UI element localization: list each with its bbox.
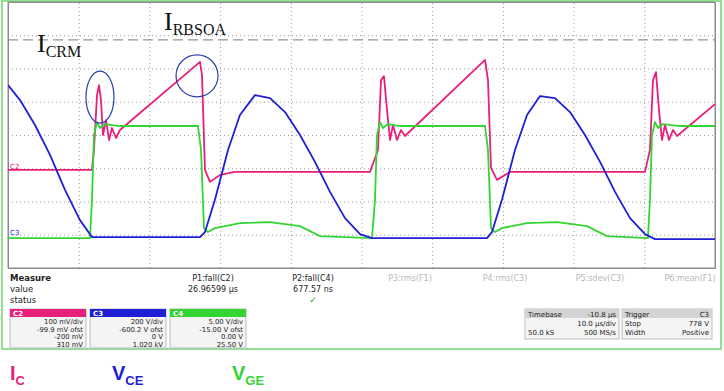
channel-frame xyxy=(90,309,166,348)
param-name: P2:fall(C4) xyxy=(292,274,334,283)
trace-name: VGE xyxy=(232,362,264,388)
y-axis xyxy=(8,3,715,269)
annotation: ICRM xyxy=(37,29,81,60)
param-value: 677.57 ns xyxy=(293,285,333,294)
y-tick xyxy=(8,202,715,203)
x-grid-line xyxy=(574,2,575,268)
box-frame xyxy=(525,309,619,339)
box-setting: 778 V xyxy=(689,320,710,328)
oscilloscope-screen: C2C3ICRMIRBSOAMeasurevaluestatusP1:fall(… xyxy=(0,0,724,391)
channel-box: C3200 V/div-600.2 V ofst0 V1.020 kV xyxy=(90,309,166,349)
channel-marker: C3 xyxy=(10,229,19,237)
plot-frame xyxy=(8,2,715,268)
x-tick xyxy=(79,2,80,268)
x-grid-line xyxy=(291,2,292,268)
box-header xyxy=(622,309,712,318)
measure-label: value xyxy=(10,284,33,294)
y-tick xyxy=(8,35,715,36)
box-title-value: C3 xyxy=(700,311,709,319)
channel-name: C2 xyxy=(13,310,23,318)
setting-box: Trigger C3 Stop 778 V Width Positive xyxy=(622,309,712,339)
x-grid-line xyxy=(79,2,80,268)
annotation-ring xyxy=(86,71,114,123)
param-name: P4:rms(C3) xyxy=(483,274,528,283)
y-grid-line xyxy=(8,168,715,169)
measure-label: status xyxy=(10,295,37,305)
measure-panel: Measurevaluestatus P1:fall(C2) 26.96599 µs… xyxy=(10,273,716,305)
box-setting: Positive xyxy=(682,329,709,337)
box-setting: 500 MS/s xyxy=(584,329,616,337)
annotation-main: I xyxy=(37,29,46,58)
x-grid-line xyxy=(149,2,150,268)
y-axis-line xyxy=(9,3,716,269)
trace xyxy=(8,85,715,239)
x-axis-line xyxy=(9,2,716,269)
param-name: P3:rms(F1) xyxy=(388,274,432,283)
traces xyxy=(8,40,715,239)
param-name: P1:fall(C2) xyxy=(192,274,234,283)
channel-frame xyxy=(170,309,246,348)
box-title-value: -10.8 µs xyxy=(588,311,617,319)
channel-marker: C2 xyxy=(10,163,19,171)
x-axis xyxy=(9,2,716,269)
x-tick xyxy=(291,2,292,268)
background xyxy=(0,0,724,391)
box-setting: Width xyxy=(625,329,645,337)
trace-name: IC xyxy=(10,362,26,388)
channel-header xyxy=(170,309,246,317)
screen-border xyxy=(2,1,721,349)
channel-header xyxy=(10,309,86,317)
measure-label: Measure xyxy=(10,273,51,283)
channel-box: C45.00 V/div-15.00 V ofst0.00 V25.50 V xyxy=(170,309,246,349)
box-setting: 10.0 µs/div xyxy=(577,320,616,328)
annotation-main: I xyxy=(164,7,173,36)
y-grid-line xyxy=(8,69,715,70)
annotation-subscript: RBSOA xyxy=(173,21,227,38)
channel-box: C2100 mV/div-99.9 mV ofst-200 mV310 mV xyxy=(10,309,86,349)
y-tick xyxy=(8,168,715,169)
x-grid-line xyxy=(362,2,363,268)
channel-setting: 1.020 kV xyxy=(133,341,164,349)
annotation: IRBSOA xyxy=(164,7,226,38)
trace-name: VCE xyxy=(112,362,144,388)
box-frame xyxy=(622,309,712,339)
channel-name: C3 xyxy=(93,310,103,318)
param-status: ✓ xyxy=(309,295,317,305)
x-tick xyxy=(149,2,150,268)
box-title: Timebase xyxy=(527,311,562,319)
channel-frame xyxy=(10,309,86,348)
box-setting: Stop xyxy=(625,320,641,328)
box-title: Trigger xyxy=(624,311,649,319)
x-tick xyxy=(574,2,575,268)
channel-setting: 25.50 V xyxy=(217,341,244,349)
y-tick xyxy=(8,69,715,70)
cursor-line xyxy=(8,39,715,40)
setting-box: Timebase -10.8 µs10.0 µs/div 50.0 kS 500 MS… xyxy=(525,309,619,339)
channel-name: C4 xyxy=(173,310,183,318)
box-header xyxy=(525,309,619,318)
channel-header xyxy=(90,309,166,317)
channel-setting: 310 mV xyxy=(57,341,84,349)
annotation-ring xyxy=(176,55,218,97)
x-tick xyxy=(362,2,363,268)
annotation-subscript: CRM xyxy=(46,43,82,60)
box-setting: 50.0 kS xyxy=(528,329,555,337)
y-grid-line xyxy=(8,202,715,203)
param-name: P5:sdev(C3) xyxy=(576,274,624,283)
trace xyxy=(8,60,715,182)
param-value: 26.96599 µs xyxy=(188,285,238,294)
y-grid-line xyxy=(8,35,715,36)
param-name: P6:mean(F1) xyxy=(664,274,715,283)
